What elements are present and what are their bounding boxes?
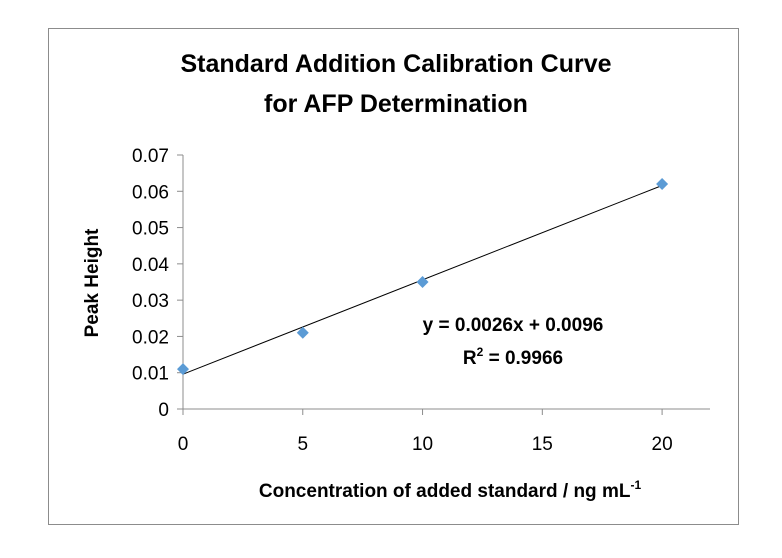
r-squared-label: R2 = 0.9966 [463, 345, 563, 369]
x-axis-title: Concentration of added standard / ng mL-… [259, 478, 642, 502]
trendline-equation: y = 0.0026x + 0.0096 [423, 315, 604, 336]
data-point-diamond [177, 363, 189, 376]
x-tick-label: 20 [652, 434, 673, 455]
x-axis-title-text: Concentration of added standard / ng mL [259, 481, 631, 502]
axes [182, 155, 710, 410]
y-tick-label: 0.07 [132, 146, 169, 167]
chart-title-line-1: Standard Addition Calibration Curve [180, 50, 611, 78]
r-squared-superscript: 2 [477, 345, 484, 359]
r-squared-prefix: R [463, 348, 477, 369]
x-ticks: 0 5 10 15 20 [178, 409, 673, 455]
y-tick-label: 0.04 [132, 255, 169, 276]
x-tick-label: 5 [297, 434, 308, 455]
y-tick-label: 0.03 [132, 291, 169, 312]
y-tick-label: 0.02 [132, 327, 169, 348]
y-axis-title: Peak Height [82, 228, 103, 337]
x-tick-label: 10 [412, 434, 433, 455]
r-squared-value: = 0.9966 [483, 348, 563, 369]
data-point-diamond [416, 276, 429, 288]
chart-title-line-2: for AFP Determination [264, 90, 528, 118]
y-tick-label: 0 [158, 400, 169, 421]
x-tick-label: 15 [532, 434, 553, 455]
y-tick-label: 0.01 [132, 364, 169, 385]
y-tick-label: 0.05 [132, 219, 169, 240]
y-ticks: 0 0.01 0.02 0.03 0.04 0.05 0.06 0.07 [132, 146, 183, 421]
data-points [177, 178, 669, 376]
data-point-diamond [656, 178, 669, 191]
x-axis-title-superscript: -1 [630, 478, 641, 492]
chart-frame [48, 28, 739, 525]
y-tick-label: 0.06 [132, 182, 169, 203]
x-tick-label: 0 [178, 434, 189, 455]
data-point-diamond [296, 326, 309, 339]
